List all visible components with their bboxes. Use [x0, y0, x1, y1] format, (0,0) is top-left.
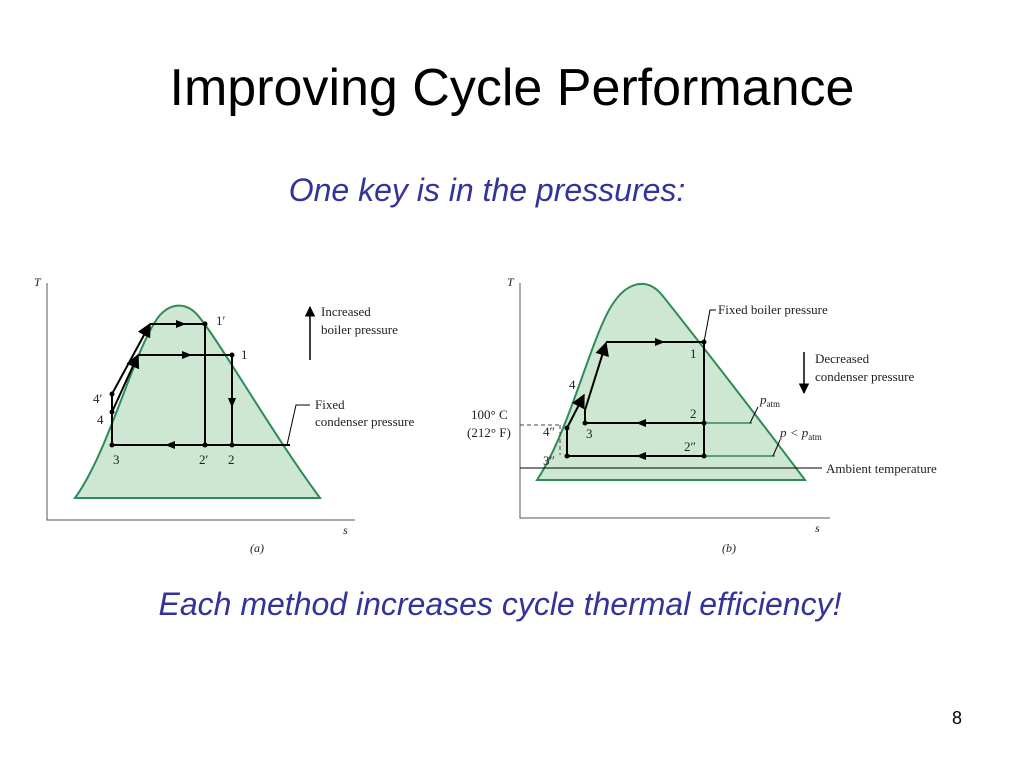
- annot-p-less-patm: p < patm: [779, 425, 822, 442]
- state-label-4-a: 4: [97, 412, 104, 427]
- state-label-2dprime-b: 2″: [684, 439, 696, 454]
- annot-temp-f: (212° F): [467, 425, 511, 440]
- state-label-1-b: 1: [690, 346, 697, 361]
- annot-fixed-boiler: Fixed boiler pressure: [718, 302, 828, 317]
- annot-patm: patm: [759, 392, 780, 409]
- annot-fixed-line2: condenser pressure: [315, 414, 414, 429]
- state-label-4prime-a: 4′: [93, 391, 103, 406]
- state-label-3-b: 3: [586, 426, 593, 441]
- annot-decreased-line2: condenser pressure: [815, 369, 914, 384]
- annot-increased-line1: Increased: [321, 304, 371, 319]
- state-label-2-b: 2: [690, 406, 697, 421]
- state-points-b: [564, 339, 707, 459]
- leader-line-fixed-a: [286, 404, 310, 446]
- axis-s-label-b: s: [815, 521, 820, 535]
- state-label-1-a: 1: [241, 347, 248, 362]
- slide-subtitle: One key is in the pressures:: [288, 172, 686, 208]
- state-label-4dprime-b: 4″: [543, 424, 555, 439]
- annot-decreased-line1: Decreased: [815, 351, 870, 366]
- annot-ambient: Ambient temperature: [826, 461, 937, 476]
- state-points-a: [109, 321, 235, 448]
- flow-arrows-a: [165, 320, 236, 449]
- slide-title: Improving Cycle Performance: [169, 59, 855, 117]
- figure-a: T s (a): [34, 275, 414, 555]
- figure-b: T s (b): [467, 275, 937, 555]
- state-label-4-b: 4: [569, 377, 576, 392]
- annot-temp-c: 100° C: [471, 407, 508, 422]
- caption-a: (a): [250, 541, 264, 555]
- vapor-dome-b: [535, 282, 808, 481]
- axes-a: [46, 283, 355, 521]
- state-label-2-a: 2: [228, 452, 235, 467]
- state-label-3dprime-b: 3″: [543, 453, 555, 468]
- annot-increased-line2: boiler pressure: [321, 322, 398, 337]
- leader-line-pless-b: [772, 439, 781, 457]
- axis-t-label-a: T: [34, 275, 42, 289]
- annot-fixed-line1: Fixed: [315, 397, 345, 412]
- state-label-3-a: 3: [113, 452, 120, 467]
- pressure-lines-b: [704, 422, 775, 457]
- axis-s-label-a: s: [343, 523, 348, 537]
- axis-t-label-b: T: [507, 275, 515, 289]
- slide-conclusion: Each method increases cycle thermal effi…: [158, 586, 842, 622]
- vapor-dome-a: [73, 304, 322, 499]
- leader-line-patm-b: [749, 406, 759, 424]
- flow-arrows-b: [636, 338, 665, 460]
- leader-line-boiler-b: [703, 309, 716, 343]
- caption-b: (b): [722, 541, 736, 555]
- state-label-2prime-a: 2′: [199, 452, 209, 467]
- state-label-1prime-a: 1′: [216, 313, 226, 328]
- page-number: 8: [951, 708, 962, 728]
- axes-b: [519, 283, 830, 519]
- reference-dashes-b: [520, 424, 561, 455]
